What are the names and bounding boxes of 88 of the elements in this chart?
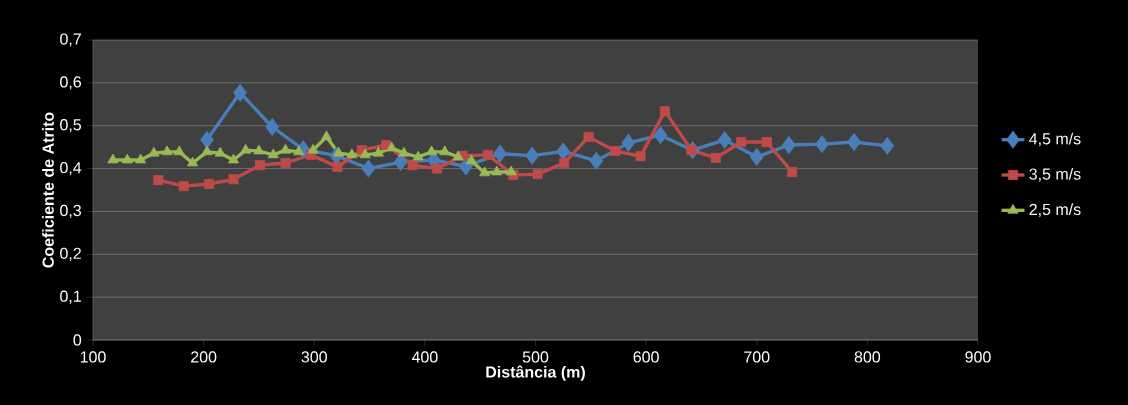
point (135, 153, 147, 164)
x-tick-label: 900 (965, 351, 991, 363)
point (439, 145, 451, 156)
point (214, 146, 226, 157)
point (204, 178, 215, 190)
legend-label: 2,5 m/s (1029, 203, 1081, 217)
point (659, 106, 670, 117)
point (332, 161, 343, 172)
x-tick-label: 800 (854, 351, 881, 363)
point (361, 159, 376, 178)
x-axis-title: Distância (m) (486, 365, 585, 381)
point (532, 169, 543, 180)
point (749, 148, 764, 167)
y-tick-label: 0,3 (60, 204, 82, 219)
point (505, 165, 517, 176)
point (412, 150, 424, 161)
point (333, 146, 345, 157)
point (293, 145, 305, 156)
point (320, 130, 332, 141)
point (610, 146, 621, 157)
point (121, 153, 133, 164)
point (493, 144, 507, 163)
point (556, 142, 570, 161)
legend-label: 3,5 m/s (1029, 168, 1081, 182)
point (359, 148, 371, 159)
point (787, 167, 798, 178)
point (736, 136, 747, 148)
x-tick-label: 600 (633, 351, 659, 363)
point (847, 132, 861, 152)
point (255, 160, 266, 171)
point (372, 146, 384, 157)
point (491, 165, 503, 176)
x-tick-label: 400 (411, 351, 438, 363)
point (307, 143, 319, 154)
y-tick-label: 0,6 (60, 76, 82, 90)
y-tick-label: 0,7 (60, 33, 81, 47)
point (407, 160, 418, 171)
point (187, 156, 199, 167)
point (148, 146, 160, 157)
y-tick-label: 0,5 (60, 119, 82, 133)
point (153, 175, 164, 186)
point (253, 144, 265, 155)
point (233, 83, 247, 102)
point (432, 163, 443, 174)
x-tick-label: 300 (301, 351, 327, 363)
y-tick-label: 0,1 (60, 290, 81, 304)
point (635, 151, 646, 162)
point (267, 148, 279, 159)
point (201, 145, 213, 156)
point (280, 157, 291, 169)
y-tick-label: 0,4 (60, 161, 82, 176)
point (583, 131, 594, 142)
point (178, 181, 189, 192)
point (227, 153, 240, 164)
point (525, 146, 540, 165)
y-axis-title: Coeficiente de Atrito (42, 112, 54, 268)
point (761, 136, 772, 148)
x-tick-label: 500 (522, 351, 549, 363)
point (686, 145, 697, 156)
point (880, 136, 895, 155)
x-tick-label: 700 (744, 351, 770, 363)
point (621, 133, 636, 152)
point (228, 174, 239, 185)
point (653, 126, 668, 145)
point (717, 130, 732, 149)
point (589, 151, 604, 170)
x-tick-label: 100 (80, 351, 106, 363)
point (240, 143, 252, 154)
point (781, 136, 796, 155)
point (173, 145, 185, 156)
legend-label: 4,5 m/s (1029, 132, 1081, 147)
point (452, 150, 464, 161)
point (559, 157, 570, 169)
point (479, 166, 491, 177)
point (161, 145, 173, 156)
point (107, 153, 119, 164)
point (346, 148, 358, 159)
point (710, 152, 721, 163)
point (398, 146, 410, 157)
point (815, 135, 829, 154)
x-tick-label: 200 (191, 351, 217, 363)
point (200, 130, 214, 149)
point (425, 145, 438, 156)
point (465, 154, 477, 165)
point (482, 149, 493, 160)
y-tick-label: 0 (73, 334, 82, 346)
y-tick-label: 0,2 (60, 247, 81, 261)
point (265, 118, 280, 137)
